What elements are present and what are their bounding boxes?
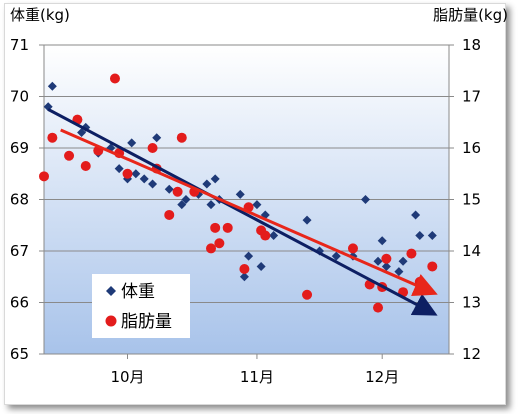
fat-point [47, 132, 58, 143]
fat-point [210, 222, 221, 233]
weight-point [177, 200, 187, 210]
fat-point [172, 186, 183, 197]
weight-point [152, 133, 162, 143]
weight-point [331, 251, 341, 261]
legend-label-fat: 脂肪量 [121, 312, 172, 332]
weight-point [256, 261, 266, 271]
y-left-tick-label: 69 [10, 139, 29, 157]
fat-point [206, 243, 217, 254]
y-left-tick-label: 71 [10, 36, 29, 54]
y-right-axis-title: 脂肪量(kg) [433, 6, 508, 24]
weight-point [381, 261, 391, 271]
y-left-axis-title: 体重(kg) [10, 6, 70, 24]
fat-point [427, 261, 438, 272]
weight-point [269, 231, 279, 241]
weight-trendline [47, 108, 438, 316]
legend-box [92, 274, 190, 338]
fat-point [164, 209, 175, 220]
fat-point [176, 132, 187, 143]
weight-point [131, 169, 141, 179]
fat-point [260, 230, 271, 241]
weight-point [139, 174, 149, 184]
fat-point [347, 243, 358, 254]
weight-point [235, 189, 245, 199]
weight-point [302, 215, 312, 225]
x-axis-ticks [127, 354, 383, 359]
weight-point [252, 200, 262, 210]
weight-point [411, 210, 421, 220]
y-right-tick-label: 18 [462, 36, 481, 54]
fat-point [214, 238, 225, 249]
fat-point [80, 161, 91, 172]
fat-point [122, 168, 133, 179]
x-tick-label: 11月 [240, 368, 274, 386]
weight-point [239, 272, 249, 282]
y-left-tick-label: 68 [10, 191, 29, 209]
weight-point [202, 179, 212, 189]
y-left-tick-labels: 65 66 67 68 69 70 71 [10, 36, 29, 363]
weight-point [360, 195, 370, 204]
legend-marker-fat [105, 315, 117, 327]
trendlines [47, 108, 438, 316]
fat-point [381, 253, 392, 264]
weight-point [398, 256, 408, 266]
weight-point [415, 231, 425, 241]
y-left-tick-label: 66 [10, 294, 29, 312]
y-right-tick-label: 16 [462, 139, 481, 157]
y-left-tick-label: 65 [10, 345, 29, 363]
legend-marker-weight [106, 286, 116, 296]
y-right-tick-label: 15 [462, 191, 481, 209]
weight-point [148, 179, 158, 189]
fat-point [406, 248, 417, 259]
x-tick-labels: 10月 11月 12月 [110, 368, 399, 386]
legend: 体重 脂肪量 [92, 274, 190, 338]
y-right-tick-label: 14 [462, 242, 481, 260]
weight-point [181, 195, 191, 204]
fat-point [373, 302, 384, 313]
y-right-tick-label: 13 [462, 294, 481, 312]
y-right-tick-labels: 12 13 14 15 16 17 18 [462, 36, 481, 363]
fat-point [39, 171, 49, 182]
x-tick-label: 12月 [365, 368, 399, 386]
weight-point [427, 231, 437, 241]
weight-point [210, 174, 220, 184]
y-left-tick-label: 67 [10, 242, 29, 260]
y-right-tick-label: 12 [462, 345, 481, 363]
fat-point [109, 73, 120, 84]
weight-point [394, 267, 404, 277]
weight-point [127, 138, 137, 148]
weight-point [47, 81, 57, 91]
weight-point [373, 256, 383, 266]
fat-point [302, 289, 313, 300]
x-tick-label: 10月 [110, 368, 144, 386]
fat-point [64, 150, 75, 161]
fat-trendline [60, 128, 438, 296]
y-right-tick-label: 17 [462, 88, 481, 106]
weight-point [164, 184, 174, 194]
fat-point [239, 264, 250, 275]
weight-point [244, 251, 254, 261]
weight-point [77, 128, 87, 138]
y-left-tick-label: 70 [10, 88, 29, 106]
weight-point [114, 164, 124, 174]
grid-lines [39, 44, 454, 355]
fat-point [147, 143, 158, 153]
weight-point [377, 236, 387, 246]
weight-point [206, 200, 216, 210]
fat-point [222, 222, 233, 233]
legend-label-weight: 体重 [121, 282, 155, 302]
